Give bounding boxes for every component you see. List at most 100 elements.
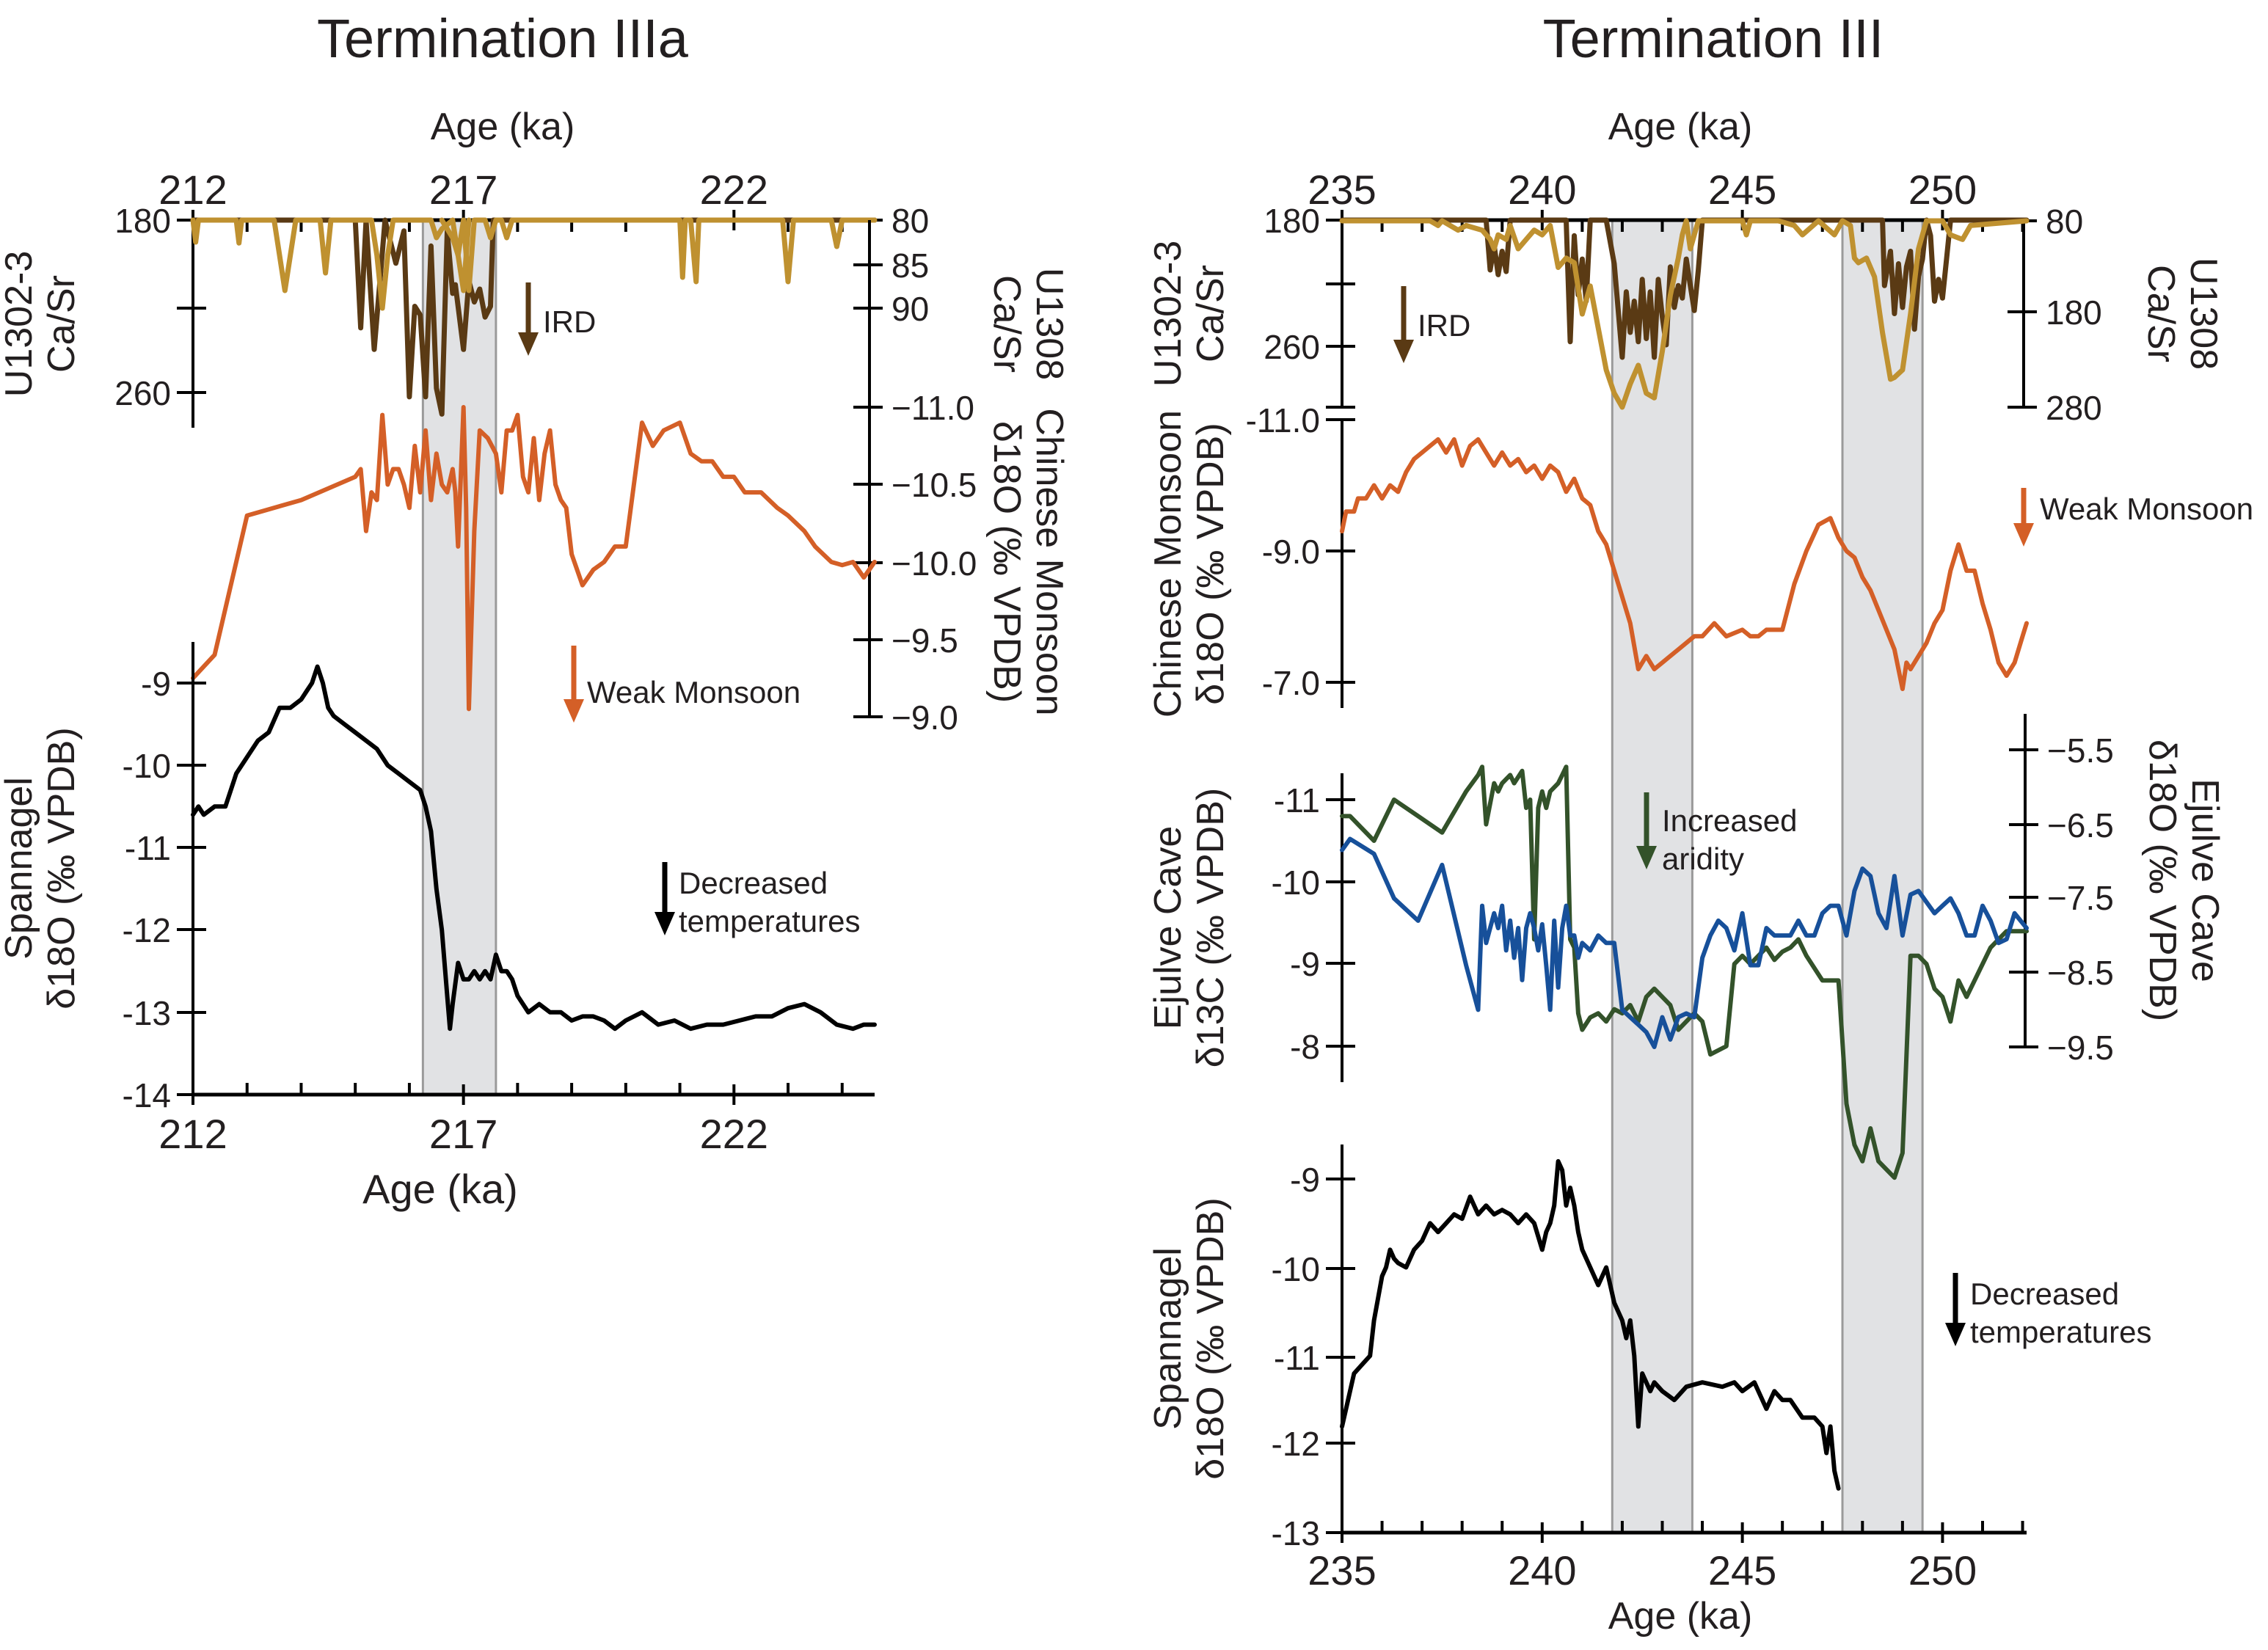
x-axis-bottom: 212 217 222 xyxy=(158,1083,875,1157)
y-tick-label: −5.5 xyxy=(2047,731,2114,770)
y-axis-left: -9 -10 -11 -12 -13 -14 Spannagel δ18O (‰ VPDB) xyxy=(0,642,206,1114)
y-axis-left: -11 -10 -9 -8 Ejulve Cave δ13C (‰ VPDB) xyxy=(1147,773,1355,1082)
series-u1308-ca-sr xyxy=(190,217,878,311)
arrow-down-icon xyxy=(564,699,584,723)
x-tick-label: 235 xyxy=(1308,167,1376,213)
y-tick-label: −9.5 xyxy=(2047,1029,2114,1067)
y-tick-label: −9.5 xyxy=(891,621,958,660)
y-axis-title: Chinese Monsoon xyxy=(1147,410,1189,718)
series-ejulve-13c xyxy=(1340,764,2029,1180)
y-axis-title: δ18O (‰ VPDB) xyxy=(1189,423,1232,704)
series-spannagel-18o xyxy=(191,664,877,1032)
series-u1308-ca-sr-overlay xyxy=(439,217,472,293)
y-axis-title: Ca/Sr xyxy=(1189,265,1232,362)
y-tick-label: 85 xyxy=(891,247,929,285)
y-axis-title: Ca/Sr xyxy=(2140,265,2182,362)
chart-termination-III: Termination III Age (ka) Age (ka) 235 240… xyxy=(1147,8,2253,1638)
y-tick-label: -13 xyxy=(1272,1514,1320,1552)
y-tick-label: −10.0 xyxy=(891,544,977,583)
arrow-down-icon xyxy=(518,332,539,356)
series-u1302-3-ca-sr xyxy=(1339,217,2030,360)
panel-spannagel: -9 -10 -11 -12 -13 Spannagel δ18O (‰ VPDB) xyxy=(1147,1145,1841,1552)
annotation-label: Decreased xyxy=(1970,1277,2119,1311)
x-tick-label: 212 xyxy=(158,1111,227,1157)
y-tick-label: 80 xyxy=(2046,202,2083,241)
y-tick-label: −6.5 xyxy=(2047,806,2114,844)
y-axis-left: -9 -10 -11 -12 -13 Spannagel δ18O (‰ VPDB) xyxy=(1147,1145,1355,1552)
y-tick-label: 90 xyxy=(891,290,929,328)
y-tick-label: -12 xyxy=(123,911,171,949)
annotation-label: Weak Monsoon xyxy=(2040,492,2253,526)
y-axis-title: δ13C (‰ VPDB) xyxy=(1189,788,1232,1067)
shaded-interval xyxy=(1841,219,1924,1534)
annotation-arrow: Decreased temperatures xyxy=(654,862,860,938)
y-axis-title: Spannagel xyxy=(1147,1247,1189,1430)
annotation-label: Weak Monsoon xyxy=(587,675,801,709)
shaded-bands xyxy=(1611,219,1924,1534)
arrow-down-icon xyxy=(654,912,675,935)
x-axis-label-top: Age (ka) xyxy=(1608,106,1753,148)
y-tick-label: -9 xyxy=(1290,1161,1320,1199)
y-tick-label: −7.5 xyxy=(2047,879,2114,917)
y-axis-title: U1308 xyxy=(2182,258,2225,370)
y-axis-title: Ca/Sr xyxy=(40,275,83,373)
y-tick-label: −11.0 xyxy=(891,389,974,427)
annotation-arrow: IRD xyxy=(518,282,596,356)
annotation-label: IRD xyxy=(543,304,596,339)
series-spannagel-18o xyxy=(1340,1158,1841,1491)
y-tick-label: -11 xyxy=(1274,1339,1320,1377)
arrow-down-icon xyxy=(1945,1323,1966,1346)
x-tick-label: 250 xyxy=(1908,167,1977,213)
x-tick-label: 217 xyxy=(429,1111,497,1157)
y-tick-label: −10.5 xyxy=(891,466,977,504)
chart-title: Termination IIIa xyxy=(317,8,689,69)
series-u1302-3-ca-sr xyxy=(190,217,878,417)
chart-title: Termination III xyxy=(1543,8,1884,69)
annotation-arrow: Weak Monsoon xyxy=(564,646,801,723)
y-tick-label: -14 xyxy=(123,1076,171,1114)
y-axis-title: Ejulve Cave xyxy=(1147,826,1189,1029)
y-axis-title: Ejulve Cave xyxy=(2184,778,2226,982)
series-ejulve-18o xyxy=(1340,836,2029,1049)
panel-spannagel: -9 -10 -11 -12 -13 -14 Spannagel δ18O (‰ VPDB) xyxy=(0,642,877,1114)
y-axis-left: 180 260 U1302-3 Ca/Sr xyxy=(0,202,206,428)
y-tick-label: -10 xyxy=(123,747,171,785)
x-tick-label: 250 xyxy=(1908,1547,1977,1594)
y-axis-title: δ18O (‰ VPDB) xyxy=(1189,1197,1232,1479)
y-tick-label: -7.0 xyxy=(1262,664,1320,702)
x-axis-bottom: 235 240 245 250 xyxy=(1308,1521,2027,1594)
y-axis-title: Ca/Sr xyxy=(985,275,1028,373)
series-u1308-ca-sr xyxy=(1339,218,2030,410)
annotation-label: temperatures xyxy=(1970,1315,2151,1349)
annotation-label: aridity xyxy=(1662,842,1744,876)
annotation-label: IRD xyxy=(1418,308,1470,343)
x-axis-label-bottom: Age (ka) xyxy=(362,1166,518,1212)
series-chinese-monsoon-18o xyxy=(191,405,877,712)
y-tick-label: 280 xyxy=(2046,389,2102,427)
panel-chinese-monsoon: −11.0 −10.5 −10.0 −9.5 −9.0 Chinese Monsoonδ1… xyxy=(191,220,1071,737)
x-tick-label: 235 xyxy=(1308,1547,1376,1594)
arrow-down-icon xyxy=(2013,523,2034,547)
y-axis-left: 180 260 U1302-3 Ca/Sr xyxy=(1147,202,1355,409)
y-tick-label: -8 xyxy=(1290,1028,1320,1066)
x-tick-label: 222 xyxy=(700,1111,768,1157)
arrow-down-icon xyxy=(1636,846,1657,869)
y-tick-label: -13 xyxy=(123,994,171,1032)
y-tick-label: -9 xyxy=(1290,945,1320,983)
y-tick-label: 80 xyxy=(891,202,929,240)
x-tick-label: 245 xyxy=(1708,167,1776,213)
y-tick-label: 260 xyxy=(1264,328,1320,366)
panel-chinese-monsoon: -11.0 -9.0 -7.0 Chinese Monsoon δ18O (‰ VPDB… xyxy=(1147,401,2029,718)
x-tick-label: 245 xyxy=(1708,1547,1776,1594)
y-axis-title: δ18O (‰ VPDB) xyxy=(40,727,83,1009)
y-axis-title: δ18O (‰ VPDB) xyxy=(2141,740,2184,1021)
y-axis-title: Spannagel xyxy=(0,777,40,960)
series-chinese-monsoon-18o xyxy=(1340,437,2029,691)
x-axis-label-bottom: Age (ka) xyxy=(1608,1595,1753,1638)
y-tick-label: -10 xyxy=(1272,864,1320,902)
